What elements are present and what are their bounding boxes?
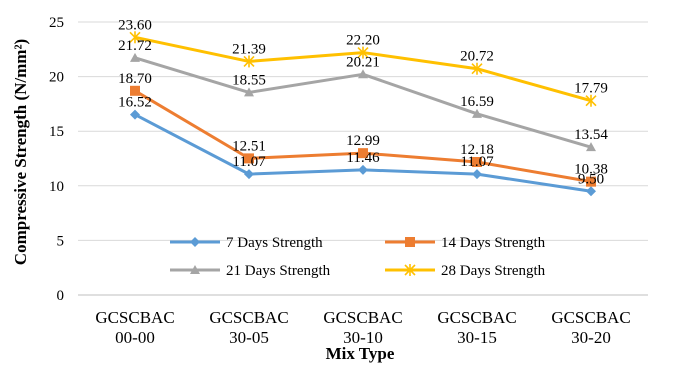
data-point bbox=[244, 169, 254, 180]
data-point bbox=[586, 176, 596, 187]
data-label: 12.18 bbox=[460, 142, 494, 158]
data-label: 12.99 bbox=[346, 133, 380, 149]
data-point bbox=[471, 62, 483, 75]
data-point bbox=[244, 153, 254, 164]
data-point bbox=[244, 87, 254, 97]
data-label: 17.79 bbox=[574, 81, 608, 97]
legend-label: 14 Days Strength bbox=[441, 235, 546, 251]
data-point bbox=[129, 31, 141, 44]
y-axis-title: Compressive Strength (N/mm²) bbox=[11, 39, 30, 265]
legend-item-1: 7 Days Strength bbox=[170, 235, 323, 251]
data-point bbox=[586, 142, 596, 152]
data-point bbox=[130, 109, 140, 120]
data-point bbox=[130, 85, 140, 96]
x-axis-title: Mix Type bbox=[326, 344, 395, 363]
data-point bbox=[130, 52, 140, 62]
data-point bbox=[472, 169, 482, 180]
data-label: 9.50 bbox=[578, 171, 604, 187]
data-point bbox=[586, 186, 596, 197]
x-tick-label: GCSCBAC 00-00 bbox=[95, 308, 174, 347]
y-tick-label: 0 bbox=[57, 288, 65, 304]
data-label: 18.70 bbox=[118, 71, 152, 87]
y-tick-label: 5 bbox=[57, 233, 65, 249]
x-tick-label: GCSCBAC 30-10 bbox=[323, 308, 402, 347]
data-label: 11.07 bbox=[232, 154, 266, 170]
data-label: 13.54 bbox=[574, 127, 608, 143]
legend-item-3: 21 Days Strength bbox=[170, 263, 331, 279]
data-point bbox=[405, 237, 415, 247]
data-point bbox=[358, 69, 368, 79]
data-point bbox=[190, 237, 200, 247]
data-point bbox=[472, 156, 482, 167]
x-tick-label: GCSCBAC 30-20 bbox=[551, 308, 630, 347]
data-label: 12.51 bbox=[232, 138, 266, 154]
data-label: 20.72 bbox=[460, 49, 494, 65]
legend-label: 7 Days Strength bbox=[226, 235, 323, 251]
data-label: 23.60 bbox=[118, 17, 152, 33]
data-label: 18.55 bbox=[232, 72, 266, 88]
legend-label: 28 Days Strength bbox=[441, 263, 546, 279]
y-tick-label: 20 bbox=[49, 70, 64, 86]
y-tick-label: 15 bbox=[49, 124, 64, 140]
data-point bbox=[358, 148, 368, 159]
data-point bbox=[358, 164, 368, 175]
legend-label: 21 Days Strength bbox=[226, 263, 331, 279]
data-label: 11.07 bbox=[460, 154, 494, 170]
data-point bbox=[190, 265, 200, 274]
y-tick-label: 10 bbox=[49, 179, 64, 195]
data-label: 22.20 bbox=[346, 33, 380, 49]
legend-item-2: 14 Days Strength bbox=[385, 235, 546, 251]
data-label: 21.72 bbox=[118, 38, 152, 54]
data-point bbox=[243, 55, 255, 68]
data-label: 10.38 bbox=[574, 162, 608, 178]
x-tick-label: GCSCBAC 30-05 bbox=[209, 308, 288, 347]
data-label: 16.52 bbox=[118, 95, 152, 111]
data-label: 16.59 bbox=[460, 94, 494, 110]
data-point bbox=[404, 264, 416, 276]
data-label: 11.46 bbox=[346, 150, 380, 166]
legend: 7 Days Strength 14 Days Strength 21 Days S… bbox=[170, 235, 546, 279]
x-tick-label: GCSCBAC 30-15 bbox=[437, 308, 516, 347]
y-tick-label: 25 bbox=[49, 15, 64, 31]
legend-item-4: 28 Days Strength bbox=[385, 263, 546, 279]
axes: 0 5 10 15 20 25 GCSCBAC 00-00 GCSCBAC 30-05 GCSCBA… bbox=[49, 15, 648, 347]
data-label: 20.21 bbox=[346, 54, 380, 70]
data-point bbox=[357, 46, 369, 59]
data-point bbox=[472, 108, 482, 118]
data-labels: 16.52 11.07 11.46 11.07 9.50 18.70 12.51 12.99 1… bbox=[118, 17, 608, 187]
series-lines bbox=[129, 31, 597, 197]
data-point bbox=[585, 94, 597, 107]
data-label: 21.39 bbox=[232, 41, 266, 57]
